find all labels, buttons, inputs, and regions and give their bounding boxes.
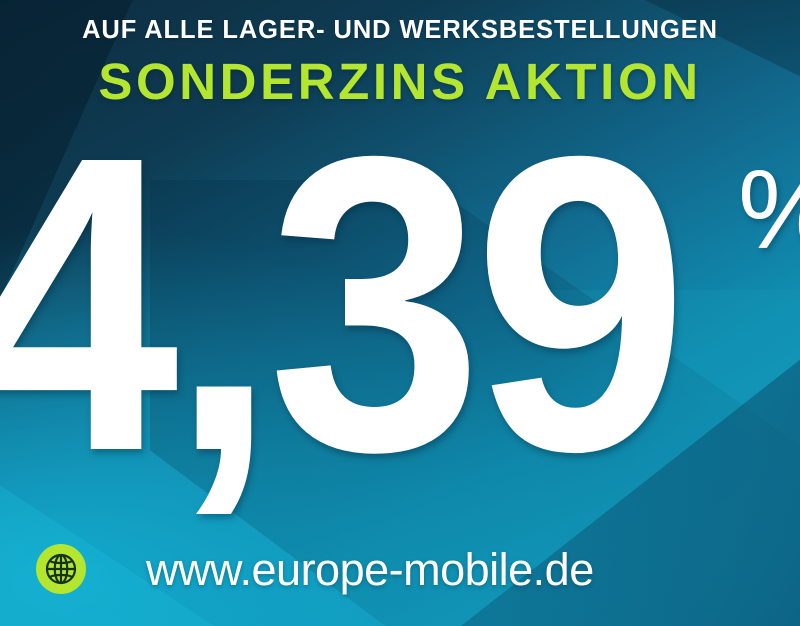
rate-value: 4,39 — [0, 70, 689, 539]
promo-headline: SONDERZINS AKTION — [98, 52, 702, 110]
banner-footer: www.europe-mobile.de — [0, 530, 800, 608]
promo-kicker: AUF ALLE LAGER- UND WERKSBESTELLUNGEN — [82, 16, 718, 44]
globe-icon — [36, 544, 86, 594]
headline-block: AUF ALLE LAGER- UND WERKSBESTELLUNGEN SO… — [0, 16, 800, 110]
rate-percent-symbol: % — [738, 154, 800, 266]
rate-display: 4,39 % — [0, 70, 800, 540]
website-url[interactable]: www.europe-mobile.de — [146, 543, 594, 595]
